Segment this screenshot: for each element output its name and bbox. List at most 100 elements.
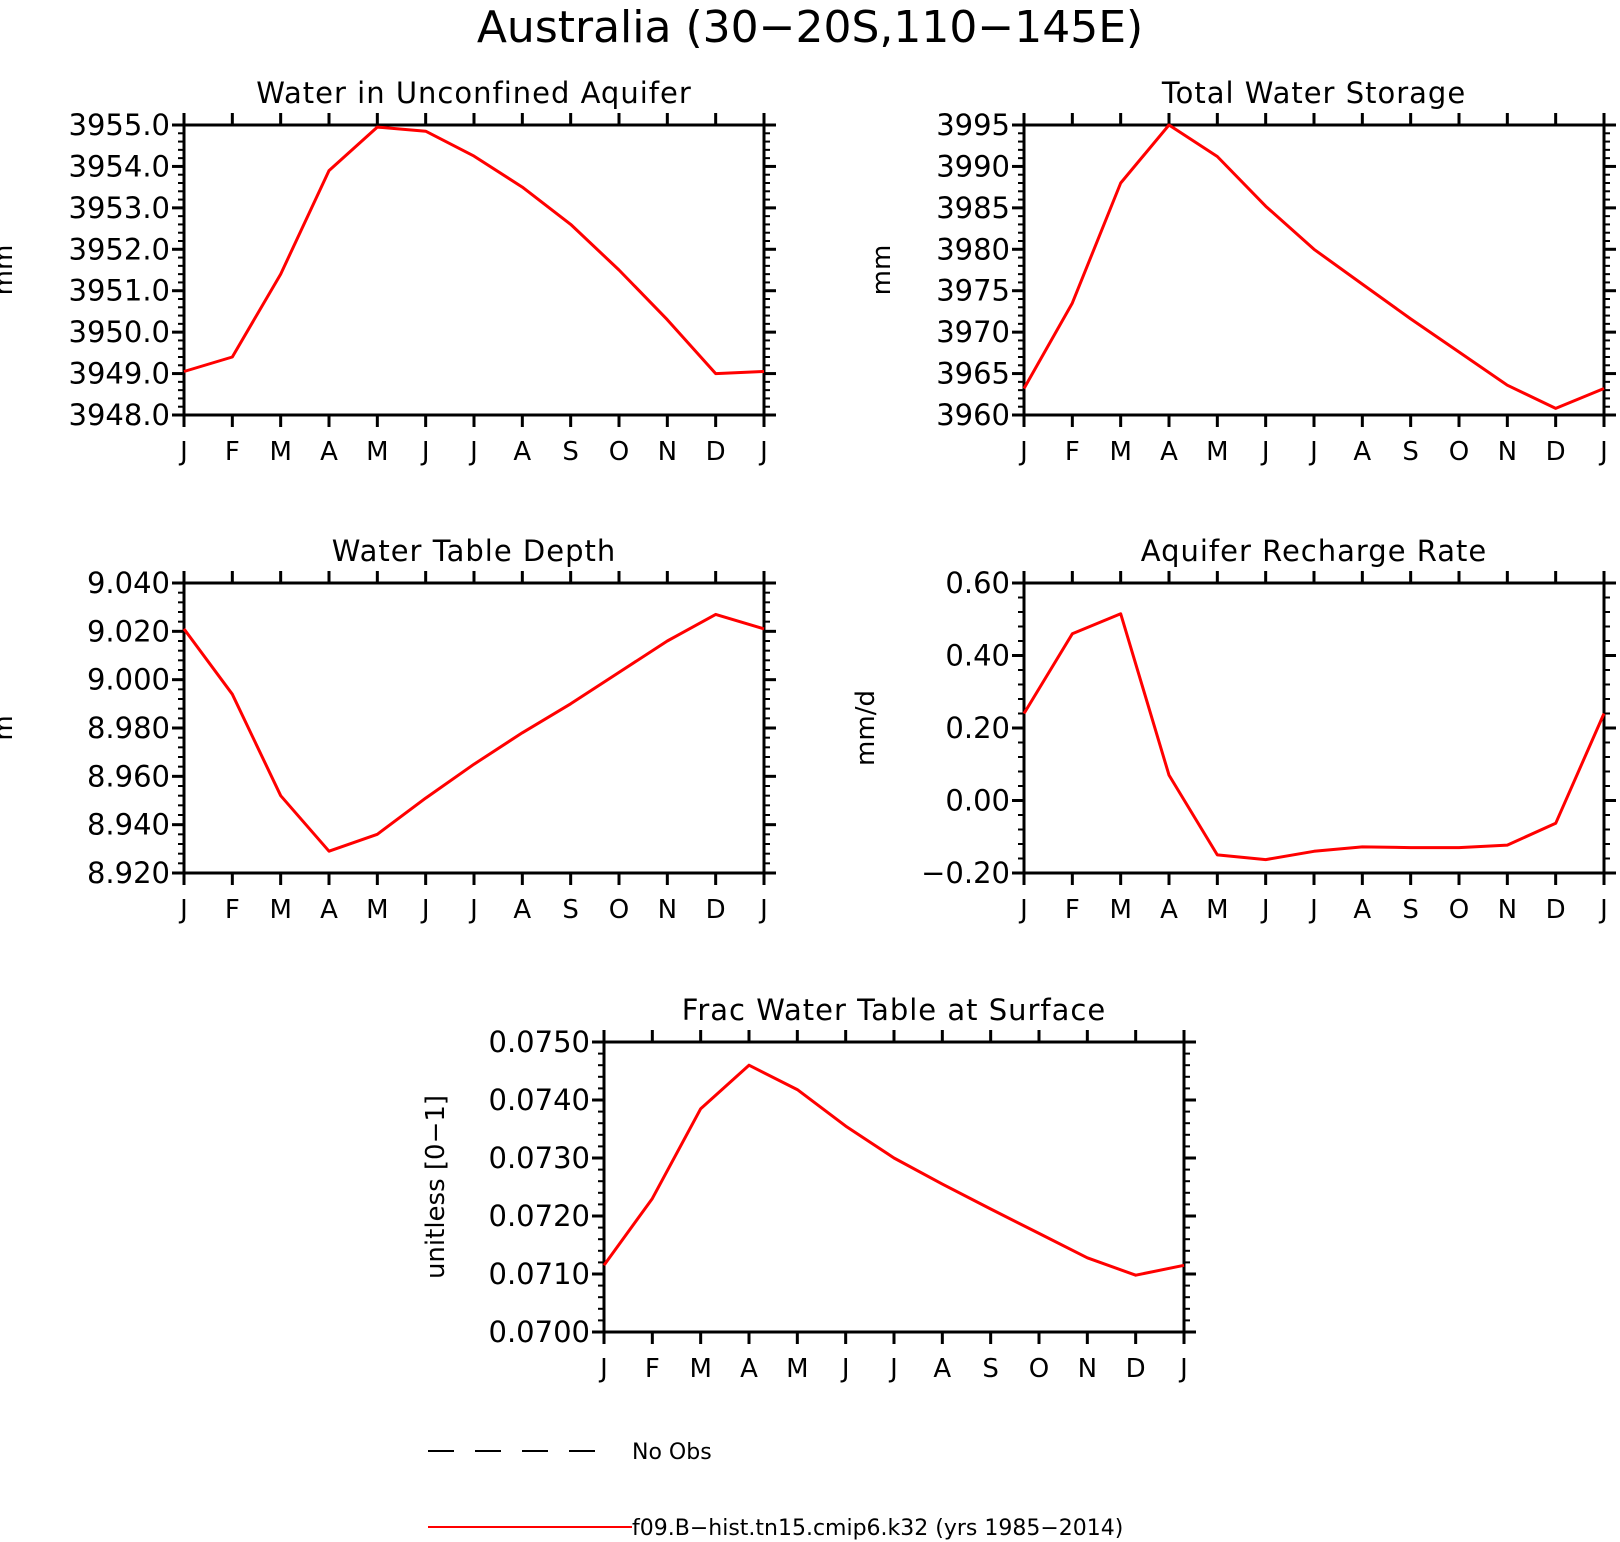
y-tick-label: 3970 (936, 315, 1010, 349)
y-tick-label: 3960 (936, 398, 1010, 432)
x-tick-label: M (1206, 895, 1228, 925)
x-tick-label: D (706, 895, 726, 925)
panel-title: Water in Unconfined Aquifer (256, 76, 692, 110)
panel-title: Frac Water Table at Surface (682, 993, 1106, 1027)
x-tick-label: M (269, 437, 291, 467)
y-tick-label: 9.040 (87, 566, 170, 600)
x-tick-label: M (1109, 895, 1131, 925)
x-tick-label: J (1260, 437, 1270, 467)
x-tick-label: F (1065, 895, 1080, 925)
x-tick-label: O (1449, 437, 1469, 467)
y-tick-label: 0.0710 (489, 1257, 590, 1291)
y-tick-label: 0.0730 (489, 1141, 590, 1175)
x-tick-label: J (1018, 895, 1028, 925)
y-tick-label: 9.000 (87, 663, 170, 697)
x-tick-label: J (1308, 895, 1318, 925)
y-tick-label: 3955.0 (69, 108, 170, 142)
legend-label-model: f09.B−hist.tn15.cmip6.k32 (yrs 1985−2014… (632, 1516, 1123, 1541)
y-tick-label: 3975 (936, 274, 1010, 308)
y-tick-label: 0.0720 (489, 1199, 590, 1233)
x-tick-label: J (420, 437, 430, 467)
x-tick-label: F (1065, 437, 1080, 467)
y-axis-label: m (0, 715, 19, 740)
series-line-model (602, 1063, 1185, 1277)
x-tick-label: J (1598, 895, 1608, 925)
y-tick-label: 9.020 (87, 614, 170, 648)
y-tick-label: 3949.0 (69, 357, 170, 391)
x-tick-label: A (740, 1354, 758, 1384)
y-tick-label: 3948.0 (69, 398, 170, 432)
y-axis-label: mm (0, 245, 19, 296)
y-tick-label: 0.0700 (489, 1315, 590, 1349)
y-tick-label: 8.980 (87, 711, 170, 745)
x-tick-label: M (366, 437, 388, 467)
y-axis-label: mm/d (851, 690, 881, 766)
x-tick-label: F (225, 437, 240, 467)
y-tick-label: 8.940 (87, 808, 170, 842)
x-tick-label: O (1449, 895, 1469, 925)
x-tick-label: F (225, 895, 240, 925)
y-tick-label: 0.0740 (489, 1083, 590, 1117)
y-tick-label: 8.960 (87, 759, 170, 793)
y-tick-label: 3980 (936, 232, 1010, 266)
x-tick-label: N (1498, 895, 1517, 925)
x-tick-label: A (513, 895, 531, 925)
series-line-model (183, 125, 765, 376)
plot-frame (182, 581, 766, 875)
x-tick-label: A (320, 895, 338, 925)
legend: No Obs f09.B−hist.tn15.cmip6.k32 (yrs 19… (428, 1440, 1123, 1541)
x-tick-label: A (1160, 437, 1178, 467)
x-tick-label: M (269, 895, 291, 925)
y-tick-label: 3965 (936, 357, 1010, 391)
x-tick-label: O (609, 437, 629, 467)
x-tick-label: M (689, 1354, 711, 1384)
x-tick-label: A (1353, 895, 1371, 925)
series-line-model (1022, 123, 1605, 410)
x-tick-label: S (1402, 437, 1419, 467)
y-tick-label: −0.20 (921, 856, 1010, 890)
x-tick-label: F (645, 1354, 660, 1384)
x-tick-label: M (366, 895, 388, 925)
x-tick-label: S (1402, 895, 1419, 925)
y-tick-label: 3985 (936, 191, 1010, 225)
x-tick-label: S (562, 437, 579, 467)
y-tick-label: 0.40 (945, 639, 1010, 673)
x-tick-label: N (658, 895, 677, 925)
panel-title: Water Table Depth (332, 534, 617, 568)
x-tick-label: A (1160, 895, 1178, 925)
x-tick-label: N (1498, 437, 1517, 467)
y-tick-label: 3950.0 (69, 315, 170, 349)
y-tick-label: 3995 (936, 108, 1010, 142)
x-tick-label: S (562, 895, 579, 925)
x-tick-label: J (420, 895, 430, 925)
x-tick-label: J (1260, 895, 1270, 925)
y-tick-label: 0.00 (945, 784, 1010, 818)
x-tick-label: O (609, 895, 629, 925)
x-tick-label: J (598, 1354, 608, 1384)
x-tick-label: A (320, 437, 338, 467)
x-tick-label: N (658, 437, 677, 467)
x-tick-label: A (933, 1354, 951, 1384)
y-tick-label: 3953.0 (69, 191, 170, 225)
x-tick-label: J (1308, 437, 1318, 467)
legend-label-no-obs: No Obs (632, 1440, 712, 1465)
y-tick-label: 3954.0 (69, 149, 170, 183)
x-tick-label: J (468, 895, 478, 925)
x-tick-label: J (178, 437, 188, 467)
plot-frame (182, 123, 766, 417)
x-tick-label: J (1598, 437, 1608, 467)
x-tick-label: A (513, 437, 531, 467)
x-tick-label: D (706, 437, 726, 467)
y-tick-label: 3990 (936, 149, 1010, 183)
x-tick-label: O (1029, 1354, 1049, 1384)
x-tick-label: J (888, 1354, 898, 1384)
x-tick-label: D (1546, 895, 1566, 925)
x-tick-label: M (1206, 437, 1228, 467)
x-tick-label: J (758, 437, 768, 467)
y-axis-label: mm (867, 245, 897, 296)
